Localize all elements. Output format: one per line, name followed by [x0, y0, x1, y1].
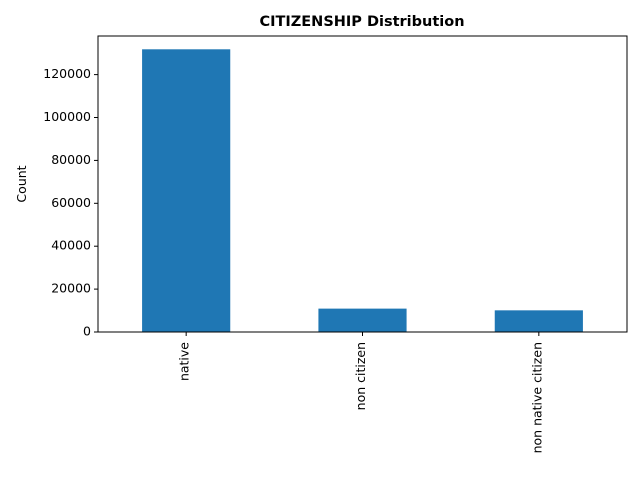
bars-layer — [142, 49, 583, 332]
y-tick-label: 80000 — [51, 152, 91, 167]
y-tick-label: 100000 — [43, 109, 91, 124]
plot-frame — [97, 35, 628, 333]
y-tick-label: 40000 — [51, 238, 91, 253]
chart-title: CITIZENSHIP Distribution — [259, 14, 464, 30]
x-axis: native non citizen non native citizen — [177, 332, 544, 453]
x-tick-label: non native citizen — [529, 342, 544, 453]
bar-non-citizen — [318, 308, 407, 332]
y-tick-label: 20000 — [51, 281, 91, 296]
x-tick-label: non citizen — [353, 342, 368, 410]
bar-native — [142, 49, 231, 332]
y-tick-label: 0 — [83, 324, 91, 339]
y-axis: 0 20000 40000 60000 80000 100000 120000 — [43, 66, 98, 339]
y-tick-label: 60000 — [51, 195, 91, 210]
y-tick-label: 120000 — [43, 66, 91, 81]
x-tick-label: native — [177, 342, 192, 381]
y-axis-label: Count — [14, 165, 29, 202]
bar-non-native-citizen — [494, 310, 583, 332]
